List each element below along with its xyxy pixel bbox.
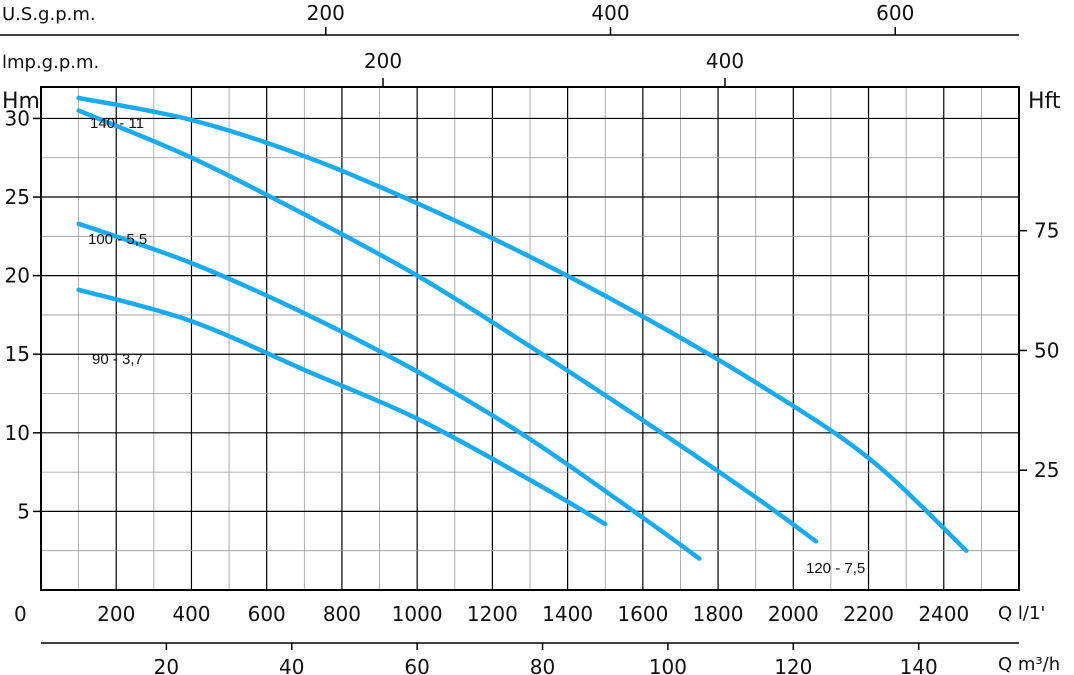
x-flow-tick-label: 2000 <box>768 602 819 626</box>
x-flow-tick-label: 800 <box>323 602 361 626</box>
y-left-tick-label: 25 <box>5 185 30 209</box>
series-label-140-11: 140 - 11 <box>90 115 144 132</box>
x-m3h-axis-title: Q m³/h <box>998 654 1060 675</box>
plot-frame <box>40 86 1020 591</box>
y-left-tick-label: 10 <box>5 421 30 445</box>
series-curve-1 <box>76 108 819 544</box>
x-flow-tick-label: 2400 <box>918 602 969 626</box>
x-flow-tick-label: 1400 <box>542 602 593 626</box>
x-m3h-tick-label: 140 <box>900 655 938 675</box>
x-m3h-tick-label: 60 <box>404 655 429 675</box>
y-left-axis-title: Hm <box>2 89 40 114</box>
imp-gpm-axis-title: lmp.g.p.m. <box>2 52 99 73</box>
x-flow-tick-label: 1000 <box>392 602 443 626</box>
x-flow-tick-label: 1200 <box>467 602 518 626</box>
x-flow-tick-label: 200 <box>97 602 135 626</box>
series-label-100-5-5: 100 - 5,5 <box>88 231 147 248</box>
y-left-tick-label: 20 <box>5 264 30 288</box>
x-impgpm-tick-label: 200 <box>364 49 402 73</box>
series-curves <box>76 95 969 561</box>
x-flow-tick-label: 600 <box>248 602 286 626</box>
series-curve-2 <box>76 221 702 561</box>
x-usgpm-tick-label: 400 <box>591 1 629 25</box>
x-impgpm-tick-label: 400 <box>706 49 744 73</box>
x-zero-label: 0 <box>14 602 27 626</box>
x-usgpm-tick-label: 200 <box>307 1 345 25</box>
x-flow-axis-title: Q l/1' <box>998 603 1045 624</box>
y-left-tick-label: 5 <box>17 499 30 523</box>
x-m3h-tick-label: 40 <box>279 655 304 675</box>
us-gpm-axis-title: U.S.g.p.m. <box>2 4 96 25</box>
y-right-tick-label: 25 <box>1034 458 1059 482</box>
y-right-axis-title: Hft <box>1028 89 1061 114</box>
x-m3h-tick-label: 20 <box>154 655 179 675</box>
y-right-tick-label: 75 <box>1034 219 1059 243</box>
x-flow-tick-label: 400 <box>172 602 210 626</box>
axes <box>0 27 1027 650</box>
series-curve-3 <box>76 287 608 527</box>
x-m3h-tick-label: 80 <box>530 655 555 675</box>
series-curve-0 <box>76 95 969 553</box>
x-flow-tick-label: 1800 <box>693 602 744 626</box>
x-flow-tick-label: 1600 <box>617 602 668 626</box>
x-usgpm-tick-label: 600 <box>876 1 914 25</box>
x-flow-tick-label: 2200 <box>843 602 894 626</box>
x-m3h-tick-label: 120 <box>774 655 812 675</box>
x-m3h-tick-label: 100 <box>649 655 687 675</box>
y-left-tick-label: 15 <box>5 342 30 366</box>
series-label-120-7-5: 120 - 7,5 <box>806 560 865 577</box>
series-label-90-3-7: 90 - 3,7 <box>92 351 143 368</box>
y-left-tick-label: 30 <box>5 106 30 130</box>
grid <box>41 87 1019 590</box>
y-right-tick-label: 50 <box>1034 338 1059 362</box>
